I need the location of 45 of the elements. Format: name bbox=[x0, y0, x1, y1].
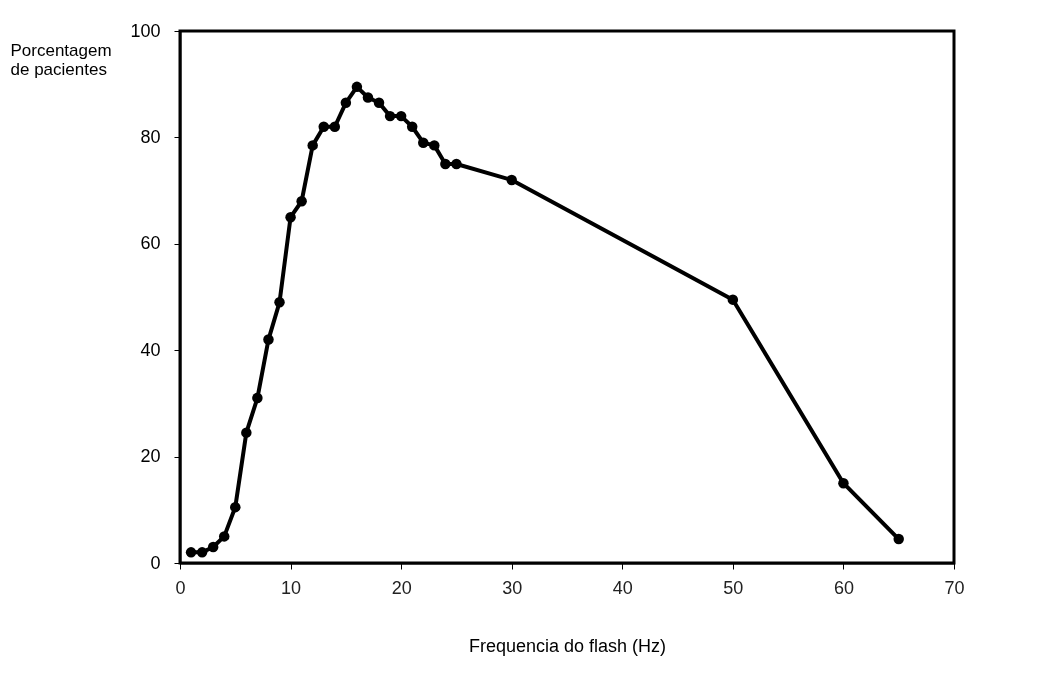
point bbox=[296, 196, 307, 207]
point bbox=[440, 158, 451, 170]
y-tick-label: 60 bbox=[140, 233, 161, 254]
y-tick-label: 40 bbox=[140, 339, 161, 360]
point bbox=[451, 158, 462, 170]
point bbox=[727, 294, 739, 305]
x-tick-label: 10 bbox=[281, 577, 302, 598]
point bbox=[418, 137, 429, 148]
point bbox=[362, 92, 374, 103]
point bbox=[429, 140, 440, 151]
point bbox=[351, 81, 363, 93]
y-tick-label: 80 bbox=[140, 126, 161, 147]
point bbox=[285, 211, 296, 223]
point bbox=[406, 121, 418, 132]
point bbox=[384, 110, 396, 122]
point bbox=[329, 121, 341, 132]
point bbox=[252, 392, 263, 404]
point bbox=[241, 427, 252, 438]
y-tick-label: 100 bbox=[130, 20, 161, 41]
x-tick-label: 70 bbox=[944, 577, 965, 598]
x-tick-label: 40 bbox=[612, 577, 633, 598]
x-tick-label: 50 bbox=[723, 577, 744, 598]
y-axis-title: Porcentagem de pacientes bbox=[10, 40, 112, 79]
point bbox=[318, 121, 329, 132]
x-axis-title: Frequencia do flash (Hz) bbox=[468, 635, 667, 656]
x-tick-label: 60 bbox=[833, 577, 854, 598]
point bbox=[196, 547, 208, 558]
point bbox=[373, 97, 385, 109]
y-tick-label: 20 bbox=[140, 446, 161, 467]
y-tick-label: 0 bbox=[150, 552, 161, 573]
point bbox=[230, 501, 241, 513]
point bbox=[395, 110, 407, 122]
point bbox=[263, 334, 274, 345]
x-tick-label: 20 bbox=[391, 577, 412, 598]
x-tick-label: 30 bbox=[502, 577, 523, 598]
point bbox=[506, 174, 517, 186]
point bbox=[307, 140, 318, 151]
point bbox=[838, 477, 849, 489]
point bbox=[340, 97, 352, 109]
point bbox=[893, 533, 904, 545]
point bbox=[218, 531, 230, 542]
point bbox=[207, 541, 219, 553]
point bbox=[274, 297, 285, 308]
point bbox=[185, 547, 197, 558]
x-tick-label: 0 bbox=[175, 577, 186, 598]
